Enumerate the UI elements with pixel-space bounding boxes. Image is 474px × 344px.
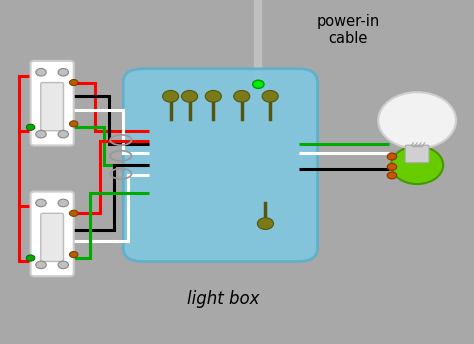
Circle shape <box>36 68 46 76</box>
Circle shape <box>378 92 456 149</box>
Circle shape <box>36 261 46 269</box>
Circle shape <box>205 90 221 102</box>
Circle shape <box>36 199 46 207</box>
FancyBboxPatch shape <box>31 61 73 146</box>
Circle shape <box>387 172 397 179</box>
Circle shape <box>58 68 68 76</box>
Circle shape <box>69 121 78 127</box>
Text: light box: light box <box>187 290 259 308</box>
Circle shape <box>387 163 397 170</box>
Text: power-in
cable: power-in cable <box>317 14 380 46</box>
Circle shape <box>58 199 68 207</box>
Circle shape <box>27 124 35 130</box>
Circle shape <box>163 90 179 102</box>
Circle shape <box>391 146 443 184</box>
FancyBboxPatch shape <box>41 213 64 261</box>
Circle shape <box>69 79 78 86</box>
Circle shape <box>253 80 264 88</box>
FancyBboxPatch shape <box>31 192 73 276</box>
Circle shape <box>58 261 68 269</box>
FancyBboxPatch shape <box>41 83 64 131</box>
Circle shape <box>27 255 35 261</box>
Circle shape <box>58 130 68 138</box>
Circle shape <box>69 210 78 216</box>
Circle shape <box>182 90 198 102</box>
Circle shape <box>234 90 250 102</box>
Circle shape <box>69 251 78 258</box>
FancyBboxPatch shape <box>123 69 318 261</box>
Circle shape <box>36 130 46 138</box>
Circle shape <box>262 90 278 102</box>
Circle shape <box>387 153 397 160</box>
FancyBboxPatch shape <box>405 145 429 163</box>
Circle shape <box>257 218 273 229</box>
